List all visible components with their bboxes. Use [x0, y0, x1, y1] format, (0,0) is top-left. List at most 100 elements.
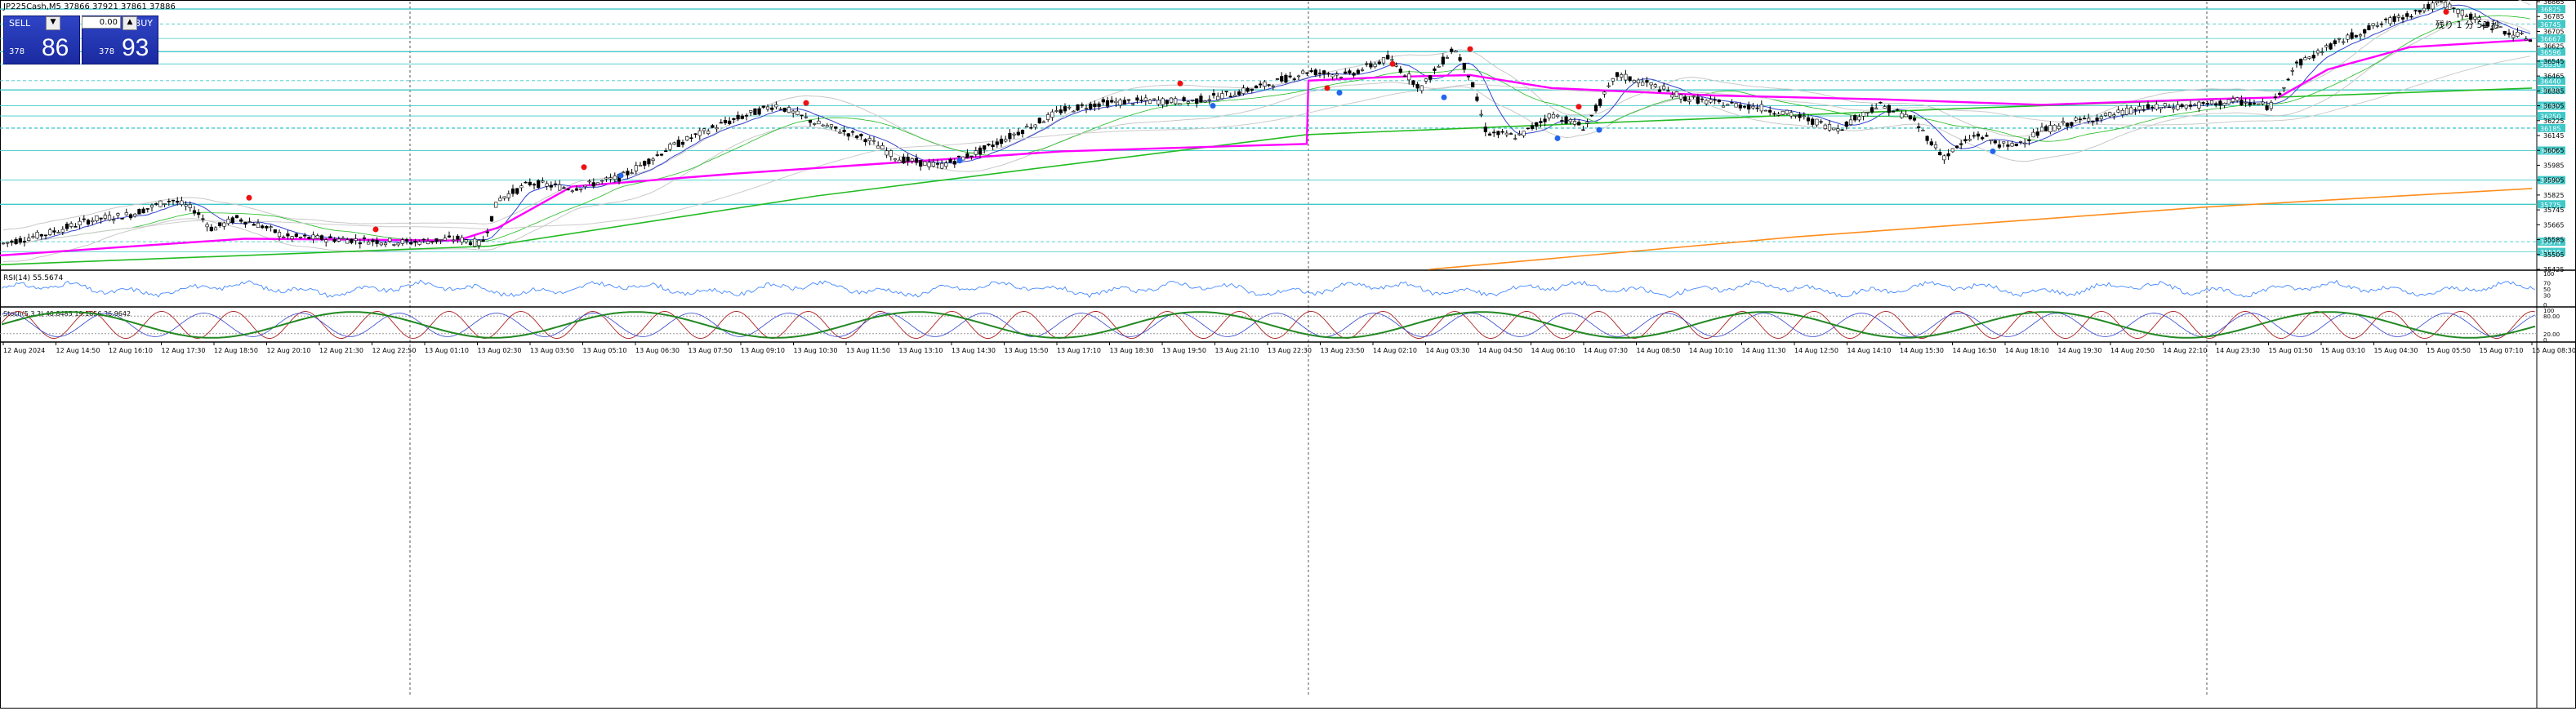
price-tick-label: 35505: [2543, 251, 2564, 259]
time-tick-label: 13 Aug 03:50: [530, 347, 574, 354]
candle-body: [2231, 98, 2235, 102]
candle-body: [1687, 100, 1691, 102]
candle-body: [2375, 24, 2379, 27]
candle-body: [2303, 57, 2307, 60]
price-axis: 36865 36785 36705 36625 36545 36465 36385 36305…: [2537, 0, 2564, 273]
price-tick-label: 35825: [2543, 192, 2564, 199]
candle-body: [1058, 109, 1063, 113]
price-level-label: 36440: [2540, 78, 2560, 85]
candle-body: [838, 131, 842, 134]
candle-body: [2205, 103, 2209, 104]
candle-body: [498, 198, 502, 202]
time-tick-label: 15 Aug 01:50: [2269, 347, 2313, 354]
candle-body: [1620, 74, 1624, 78]
candle-body: [1433, 68, 1437, 71]
candle-body: [10, 240, 14, 243]
candle-body: [1832, 127, 1836, 131]
candle-body: [574, 188, 579, 191]
candle-body: [1641, 82, 1645, 86]
candle-body: [1203, 100, 1207, 103]
candle-body: [332, 238, 336, 242]
candle-body: [1981, 137, 1985, 140]
candle-body: [367, 242, 371, 245]
candle-body: [1997, 144, 2002, 148]
candle-body: [124, 212, 128, 216]
red-signal-dot: [1389, 60, 1396, 67]
candle-body: [303, 234, 307, 237]
candle-body: [1479, 113, 1483, 116]
candle-body: [2002, 141, 2006, 144]
candle-body: [863, 139, 867, 142]
ma-fast: [2, 4, 2531, 244]
candle-body: [261, 225, 265, 229]
price-level-tag: [2538, 123, 2565, 132]
candle-body: [273, 229, 277, 233]
candle-body: [2133, 109, 2137, 111]
candle-body: [2066, 122, 2070, 127]
candle-body: [2464, 16, 2469, 17]
candle-body: [1152, 98, 1157, 100]
candle-body: [69, 223, 74, 227]
candle-body: [1772, 113, 1776, 115]
candle-body: [528, 181, 532, 185]
candle-body: [1411, 80, 1415, 85]
candle-body: [1589, 114, 1593, 117]
stoch-slow-line: [1, 311, 2536, 339]
candle-body: [859, 133, 863, 137]
candle-body: [842, 129, 846, 132]
candle-body: [2078, 118, 2082, 121]
candle-body: [1118, 100, 1122, 106]
candle-body: [464, 239, 468, 242]
candle-body: [753, 108, 757, 115]
candle-body: [2214, 103, 2218, 106]
candle-body: [35, 232, 39, 239]
lot-decrease-button[interactable]: ▼: [46, 16, 60, 30]
sell-button[interactable]: SELL 378 86: [3, 16, 80, 64]
candle-body: [2031, 131, 2035, 138]
candle-body: [549, 184, 553, 188]
candle-body: [1280, 76, 1284, 82]
price-tick-label: 35905: [2543, 177, 2564, 184]
candle-body: [1900, 113, 1904, 118]
rsi-scale-label: 100: [2543, 271, 2554, 278]
sell-price-digits: 86: [42, 34, 69, 61]
candle-body: [910, 158, 914, 162]
candle-body: [2392, 16, 2396, 22]
candle-body: [1950, 148, 1954, 153]
candle-body: [324, 239, 328, 242]
candle-body: [1522, 131, 1526, 136]
candle-body: [1615, 72, 1620, 78]
time-tick-label: 14 Aug 07:30: [1584, 347, 1628, 354]
candle-body: [213, 227, 218, 231]
candle-body: [952, 161, 956, 165]
candle-body: [1330, 74, 1335, 78]
candle-body: [808, 120, 813, 123]
candle-body: [558, 184, 562, 191]
candle-body: [1611, 78, 1615, 82]
candle-body: [566, 189, 570, 190]
ma-medium: [2, 15, 2531, 244]
stoch-k-line: [1, 310, 2536, 340]
time-tick-label: 14 Aug 16:50: [1953, 347, 1997, 354]
lot-increase-button[interactable]: ▲: [123, 16, 137, 30]
candle-body: [86, 220, 91, 224]
time-tick-label: 13 Aug 05:10: [583, 347, 627, 354]
candle-body: [1968, 139, 1972, 141]
lot-size-input[interactable]: 0.00: [82, 16, 121, 29]
candle-body: [1046, 114, 1050, 120]
time-tick-label: 12 Aug 22:50: [372, 347, 417, 354]
candle-body: [2388, 17, 2392, 24]
candle-body: [1220, 93, 1224, 100]
candle-body: [1093, 103, 1097, 107]
candle-body: [311, 234, 315, 240]
candle-body: [1904, 113, 1908, 118]
price-tick-label: 35425: [2543, 266, 2564, 273]
candle-body: [1492, 131, 1496, 134]
candle-body: [1135, 97, 1139, 101]
candle-body: [2409, 16, 2413, 18]
candle-body: [2315, 50, 2320, 54]
candle-body: [1211, 93, 1216, 96]
price-tick-label: 35665: [2543, 221, 2564, 229]
